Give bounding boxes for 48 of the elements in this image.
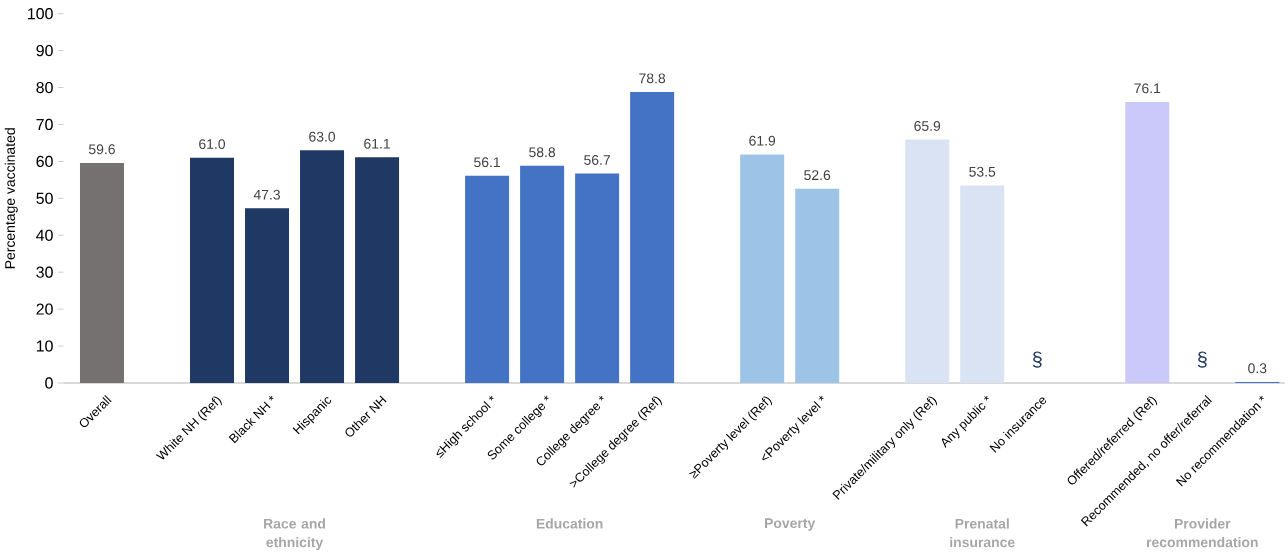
data-label: 52.6 <box>804 170 831 181</box>
y-tick-label: 40 <box>36 229 53 241</box>
bar <box>300 150 345 383</box>
data-label: 63.0 <box>309 131 336 142</box>
bar <box>245 208 290 383</box>
text: Education <box>536 518 603 529</box>
y-tick-label: 70 <box>36 118 53 131</box>
data-label: 56.1 <box>474 157 500 168</box>
y-tick-label: 0 <box>45 377 53 389</box>
bar <box>1125 101 1170 383</box>
data-label: 61.9 <box>749 135 776 146</box>
y-tick-label: 30 <box>36 266 53 278</box>
y-tick-label: 80 <box>36 81 53 94</box>
text: § <box>1197 351 1207 368</box>
bar <box>520 165 565 383</box>
bar <box>960 185 1005 383</box>
data-label: 61.0 <box>199 139 226 150</box>
bar <box>190 157 235 383</box>
bar <box>905 139 950 383</box>
text: Provider recommendation <box>1147 518 1258 548</box>
data-label: 53.5 <box>969 166 996 177</box>
y-tick-label: 50 <box>36 192 53 204</box>
text: Race and ethnicity <box>264 518 325 550</box>
bar <box>465 175 510 383</box>
text: Prenatal insurance <box>950 518 1015 548</box>
y-tick-label: 60 <box>36 155 53 168</box>
data-label: 76.1 <box>1134 83 1161 94</box>
bar <box>630 91 675 383</box>
bar <box>355 157 400 383</box>
bar <box>795 188 840 383</box>
data-label: 61.1 <box>364 138 390 149</box>
data-label: 0.3 <box>1248 363 1267 374</box>
data-label: 56.7 <box>584 155 610 165</box>
data-label: 78.8 <box>639 73 666 84</box>
bar <box>740 154 785 383</box>
text: § <box>1032 351 1042 368</box>
data-label: 58.8 <box>529 147 556 158</box>
text: Poverty <box>765 518 816 531</box>
data-label: 47.3 <box>253 189 280 200</box>
y-tick-label: 20 <box>36 303 53 315</box>
data-label: 59.6 <box>88 144 115 155</box>
y-tick-label: 10 <box>36 340 53 352</box>
y-tick-label: 100 <box>28 8 53 20</box>
data-label: 65.9 <box>914 121 941 131</box>
y-tick-label: 90 <box>36 44 53 57</box>
y-axis-title: Percentage vaccinated <box>4 128 18 269</box>
bar <box>79 162 124 383</box>
bar <box>575 173 620 383</box>
